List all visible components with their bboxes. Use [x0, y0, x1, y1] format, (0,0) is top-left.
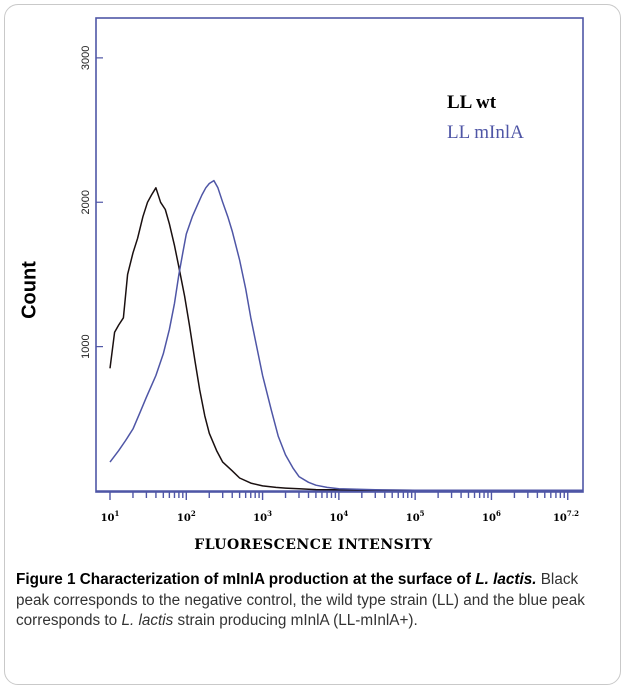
x-axis-label: FLUORESCENCE INTENSITY — [194, 537, 433, 553]
series-layer — [109, 179, 583, 492]
x-tick-label: 107.2 — [553, 509, 579, 524]
x-tick-label: 101 — [101, 509, 120, 524]
y-tick-label: 2000 — [80, 190, 92, 214]
series-line-ll-minla — [109, 179, 583, 492]
caption-text-2: strain producing mInlA (LL-mInlA+). — [173, 612, 418, 629]
legend: LL wt LL mInlA — [447, 88, 524, 148]
y-tick-label: 3000 — [80, 46, 92, 70]
x-tick-label: 105 — [406, 509, 425, 524]
x-tick-label: 104 — [329, 509, 348, 524]
x-axis: 101 102 103 104 105 106 107.2 — [96, 490, 583, 524]
x-tick-label: 103 — [253, 509, 272, 524]
figure-frame — [4, 4, 621, 685]
caption-title-species: L. lactis. — [475, 571, 537, 588]
caption-species: L. lactis — [121, 612, 174, 629]
flow-cytometry-histogram: 1000 2000 3000 101 102 103 104 105 106 107.2 — [80, 17, 584, 524]
legend-item-ll-minla: LL mInlA — [447, 122, 524, 143]
series-line-ll-wt — [109, 187, 583, 492]
y-axis-label: Count — [18, 261, 41, 319]
legend-item-ll-wt: LL wt — [447, 92, 497, 113]
x-tick-label: 102 — [177, 509, 196, 524]
caption-title: Figure 1 Characterization of mInlA produ… — [16, 571, 471, 588]
x-tick-label: 106 — [482, 509, 501, 524]
figure-caption: Figure 1 Characterization of mInlA produ… — [16, 570, 612, 632]
caption-text-1: Black peak corresponds to the negative c… — [16, 571, 585, 629]
y-tick-label: 1000 — [80, 334, 92, 358]
y-axis: 1000 2000 3000 — [80, 46, 103, 359]
